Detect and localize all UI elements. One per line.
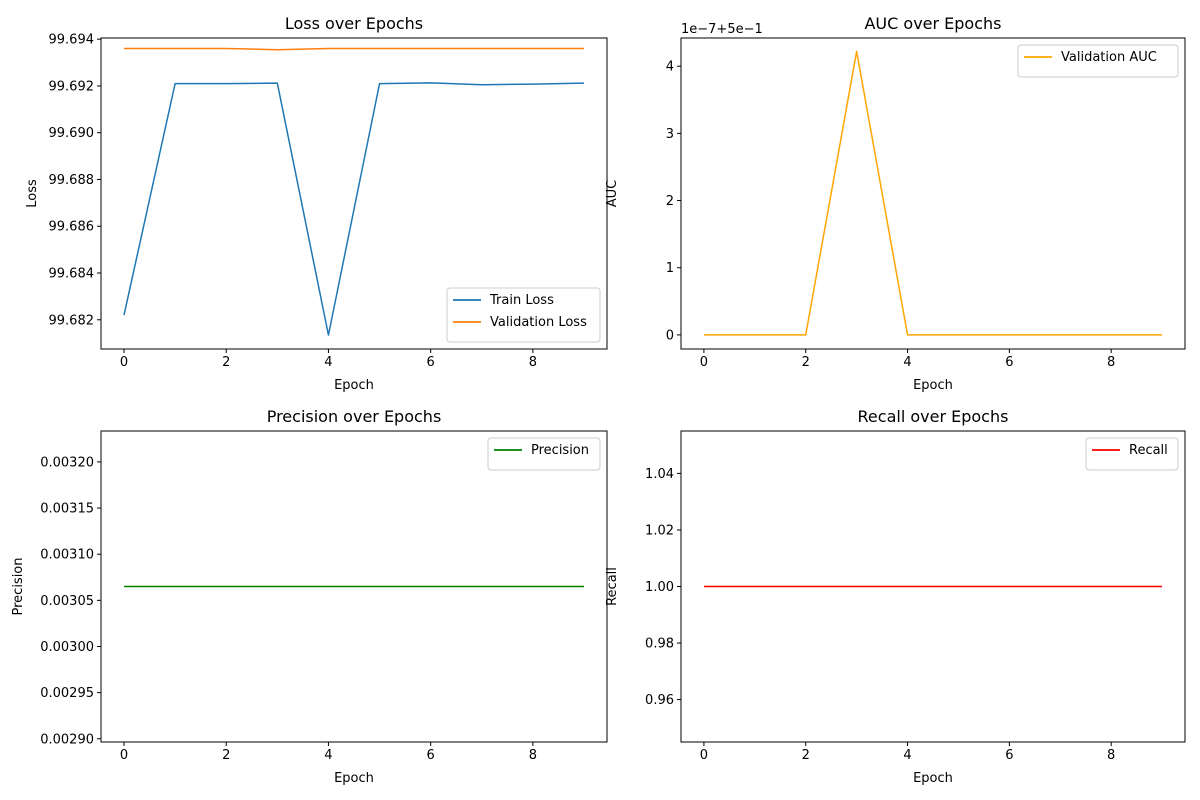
x-tick-label: 6 xyxy=(427,748,435,763)
y-tick-label: 0.00300 xyxy=(40,640,94,655)
x-axis-label: Epoch xyxy=(334,378,374,393)
x-tick-label: 2 xyxy=(802,748,810,763)
y-tick-label: 2 xyxy=(666,194,674,209)
y-tick-label: 0.00320 xyxy=(40,455,94,470)
y-tick-label: 99.684 xyxy=(49,267,95,282)
y-tick-label: 1.02 xyxy=(645,523,674,538)
x-axis-label: Epoch xyxy=(913,378,953,393)
x-tick-label: 4 xyxy=(903,748,911,763)
x-tick-label: 6 xyxy=(1005,355,1013,370)
legend: Train Loss Validation Loss xyxy=(446,287,601,343)
y-tick-label: 99.682 xyxy=(49,313,95,328)
y-tick-label: 3 xyxy=(666,127,674,142)
chart-panel: 0 2 4 6 8 99.682 99.684 99.686 99.688 99.690 99.69… xyxy=(25,14,608,393)
y-tick-label: 0.00315 xyxy=(40,502,94,517)
x-tick-label: 2 xyxy=(222,748,230,763)
chart-panel: 0 2 4 6 8 0 1 2 3 4 AUC over Epochs Epoch AUC 1e−7+5e… xyxy=(605,14,1186,393)
legend: Validation AUC xyxy=(1017,44,1179,78)
x-tick-label: 8 xyxy=(529,748,537,763)
y-axis-label: Recall xyxy=(605,567,620,606)
y-tick-label: 1.00 xyxy=(645,580,674,595)
y-axis-label: Precision xyxy=(11,557,26,615)
y-tick-label: 0 xyxy=(666,328,674,343)
y-tick-label: 99.690 xyxy=(49,126,95,141)
y-tick-label: 1 xyxy=(666,261,674,276)
y-tick-label: 0.00295 xyxy=(40,686,94,701)
legend-label: Precision xyxy=(531,443,589,458)
axes-frame xyxy=(680,37,1186,350)
legend-box xyxy=(1017,44,1179,78)
x-tick-label: 0 xyxy=(700,355,708,370)
x-tick-label: 8 xyxy=(529,355,537,370)
axis-offset-text: 1e−7+5e−1 xyxy=(681,22,763,37)
legend: Precision xyxy=(487,437,601,471)
chart-title: AUC over Epochs xyxy=(864,14,1001,33)
chart-panel: 0 2 4 6 8 0.96 0.98 1.00 1.02 1.04 Recall over Epo… xyxy=(605,407,1186,786)
chart-title: Recall over Epochs xyxy=(858,407,1009,426)
y-tick-label: 99.688 xyxy=(49,173,95,188)
x-tick-label: 2 xyxy=(802,355,810,370)
chart-title: Loss over Epochs xyxy=(285,14,423,33)
x-tick-label: 6 xyxy=(1005,748,1013,763)
legend: Recall xyxy=(1085,437,1179,471)
y-tick-label: 0.96 xyxy=(645,693,674,708)
y-axis-label: Loss xyxy=(25,179,40,208)
y-tick-label: 0.98 xyxy=(645,637,674,652)
legend-box xyxy=(446,287,601,343)
x-tick-label: 0 xyxy=(700,748,708,763)
y-tick-label: 4 xyxy=(666,60,674,75)
chart-title: Precision over Epochs xyxy=(267,407,442,426)
y-tick-label: 99.692 xyxy=(49,79,95,94)
legend-label: Validation Loss xyxy=(490,315,587,330)
y-tick-label: 99.694 xyxy=(49,33,95,48)
y-tick-label: 0.00290 xyxy=(40,732,94,747)
legend-label: Train Loss xyxy=(489,293,554,308)
series-line xyxy=(124,47,584,51)
y-tick-label: 0.00305 xyxy=(40,594,94,609)
chart-panel: 0 2 4 6 8 0.00290 0.00295 0.00300 0.00305 0.00310… xyxy=(11,407,608,786)
x-tick-label: 2 xyxy=(222,355,230,370)
y-tick-label: 1.04 xyxy=(645,467,674,482)
y-axis-label: AUC xyxy=(605,180,620,208)
x-tick-label: 8 xyxy=(1107,748,1115,763)
x-tick-label: 0 xyxy=(120,355,128,370)
y-tick-label: 0.00310 xyxy=(40,548,94,563)
axes-frame xyxy=(100,37,608,350)
x-axis-label: Epoch xyxy=(913,771,953,786)
x-tick-label: 0 xyxy=(120,748,128,763)
y-tick-label: 99.686 xyxy=(49,220,95,235)
x-tick-label: 6 xyxy=(427,355,435,370)
series-line xyxy=(123,82,585,336)
x-tick-label: 4 xyxy=(324,355,332,370)
x-tick-label: 4 xyxy=(324,748,332,763)
legend-label: Recall xyxy=(1129,443,1168,458)
x-tick-label: 4 xyxy=(903,355,911,370)
legend-label: Validation AUC xyxy=(1061,50,1157,65)
legend-box xyxy=(1085,437,1179,471)
legend-box xyxy=(487,437,601,471)
axes-frame xyxy=(100,430,608,743)
series-line xyxy=(703,50,1163,336)
x-tick-label: 8 xyxy=(1107,355,1115,370)
x-axis-label: Epoch xyxy=(334,771,374,786)
